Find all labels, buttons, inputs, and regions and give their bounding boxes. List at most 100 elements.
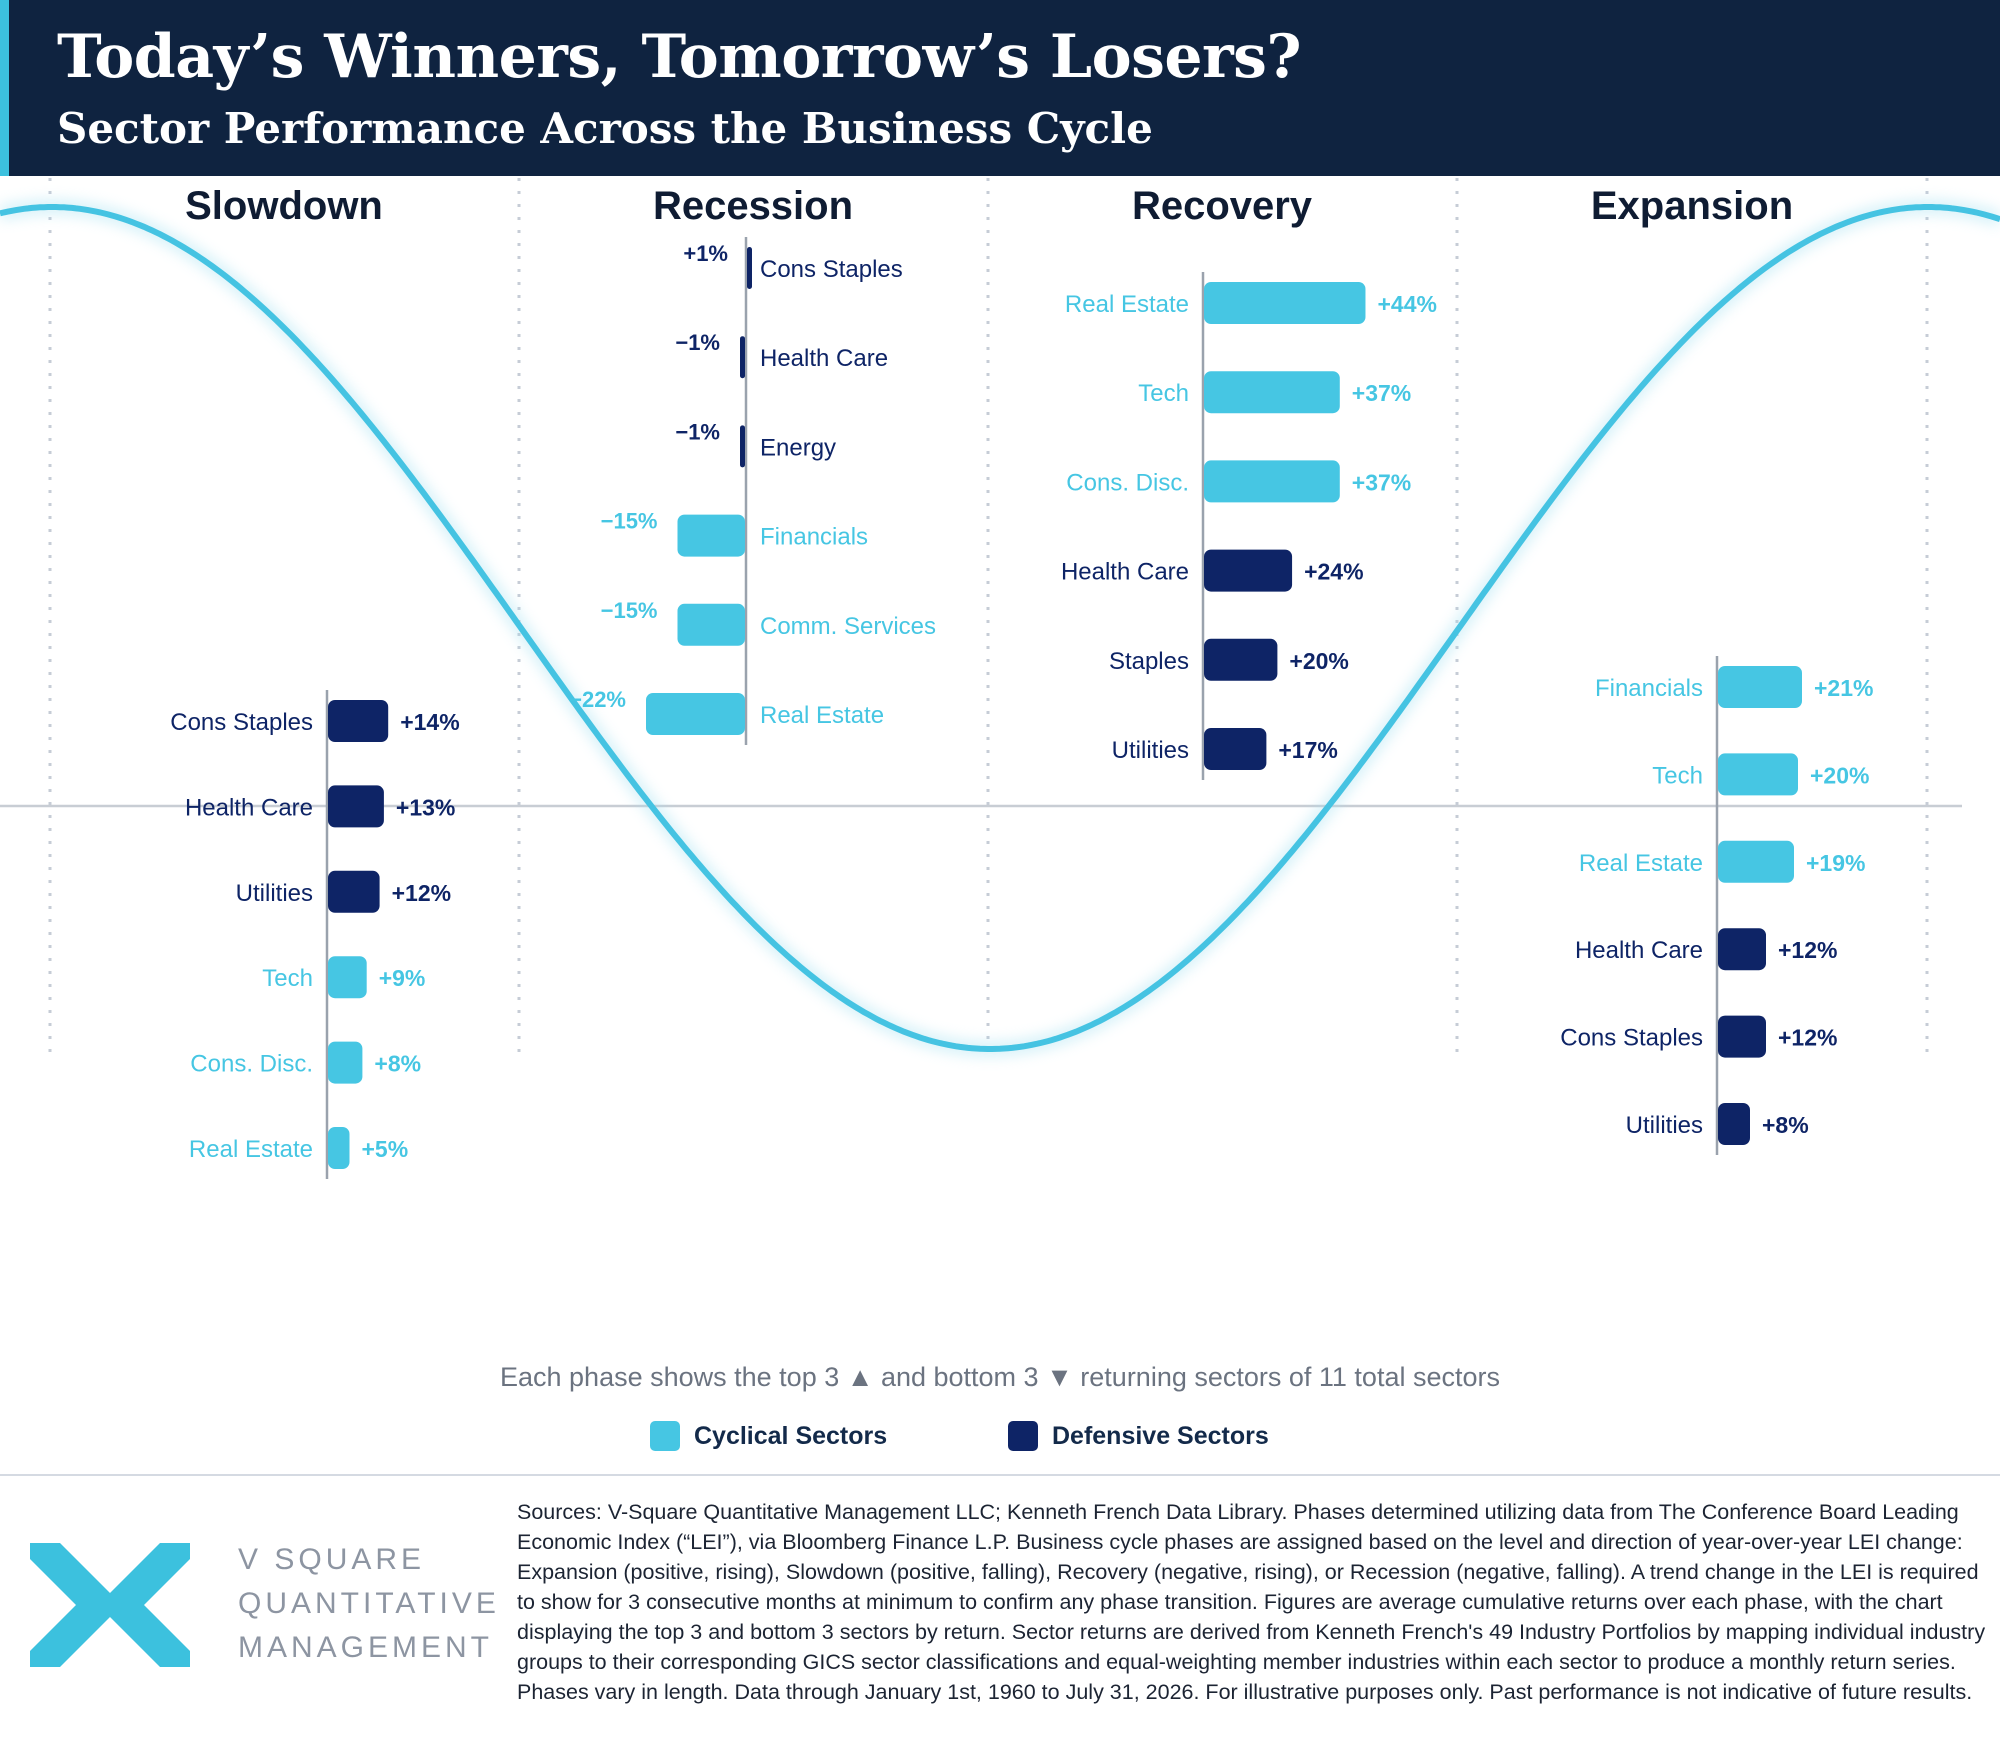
bar-staples <box>1204 638 1278 681</box>
bar-label: Real Estate <box>189 1136 313 1163</box>
page-title: Today’s Winners, Tomorrow’s Losers? <box>57 22 1302 92</box>
brand-line-2: QUANTITATIVE <box>238 1587 500 1620</box>
bar-value-label: +12% <box>1778 1025 1837 1051</box>
business-cycle-chart: Slowdown Recession Recovery Expansion Cons … <box>0 178 2000 1179</box>
legend-cyclical-label: Cyclical Sectors <box>694 1421 888 1450</box>
phase-gridlines <box>48 178 1929 1056</box>
bar-cons-staples <box>1718 1015 1766 1058</box>
bar-energy <box>740 425 745 468</box>
bar-value-label: +37% <box>1352 380 1411 406</box>
bar-financials <box>677 514 745 557</box>
bar-value-label: +1% <box>683 241 728 266</box>
legend-defensive: Defensive Sectors <box>1008 1418 1269 1454</box>
panel-slowdown: Cons Staples +14% Health Care +13% Utilities… <box>170 690 460 1179</box>
bar-tech <box>328 956 367 999</box>
brand-name: V SQUARE QUANTITATIVE MANAGEMENT <box>238 1538 500 1670</box>
bar-value-label: −1% <box>675 330 720 355</box>
bar-health-care <box>740 336 745 379</box>
bar-label: Cons. Disc. <box>190 1051 313 1078</box>
bar-value-label: −1% <box>675 419 720 444</box>
bar-label: Utilities <box>236 880 313 907</box>
bar-value-label: −15% <box>601 509 658 534</box>
bar-value-label: +24% <box>1304 559 1363 585</box>
bar-value-label: +17% <box>1278 737 1337 763</box>
footer-divider <box>0 1474 2000 1476</box>
phase-title-expansion: Expansion <box>1591 184 1793 228</box>
bar-label: Tech <box>1652 762 1703 789</box>
bar-label: Utilities <box>1112 737 1189 764</box>
bar-label: Utilities <box>1626 1112 1703 1139</box>
bar-value-label: +37% <box>1352 469 1411 495</box>
bar-label: Cons Staples <box>1560 1025 1703 1052</box>
bar-label: Real Estate <box>1579 850 1703 877</box>
bar-label: Cons Staples <box>170 709 313 736</box>
bar-value-label: +13% <box>396 794 455 820</box>
bar-comm-services <box>677 603 745 646</box>
header-accent-bar <box>0 0 9 176</box>
phase-title-recovery: Recovery <box>1132 184 1313 228</box>
bar-label: Real Estate <box>1065 291 1189 318</box>
bar-health-care <box>1204 549 1293 592</box>
bar-value-label: +21% <box>1814 675 1873 701</box>
bar-cons-disc- <box>1204 460 1340 503</box>
bar-label: Comm. Services <box>760 613 936 640</box>
bar-value-label: +20% <box>1810 762 1869 788</box>
phase-title-slowdown: Slowdown <box>185 184 383 228</box>
bar-label: Health Care <box>1575 937 1703 964</box>
bar-utilities <box>1718 1103 1750 1145</box>
bar-tech <box>1204 371 1340 414</box>
bar-cons-staples <box>328 700 389 742</box>
bar-utilities <box>328 870 380 913</box>
bar-cons-disc- <box>328 1041 363 1084</box>
bar-label: Financials <box>1595 675 1703 702</box>
phase-titles: Slowdown Recession Recovery Expansion <box>185 184 1793 228</box>
bar-label: Financials <box>760 524 868 551</box>
bar-value-label: −15% <box>601 598 658 623</box>
cycle-wave <box>0 204 2000 1052</box>
page-subtitle: Sector Performance Across the Business C… <box>57 104 1153 153</box>
bar-value-label: +14% <box>400 709 459 735</box>
panel-expansion: Financials +21% Tech +20% Real Estate +19% Hea… <box>1560 656 1873 1155</box>
bar-financials <box>1718 666 1802 708</box>
bar-real-estate <box>1204 282 1366 324</box>
bar-value-label: +12% <box>392 880 451 906</box>
chevrons-logo-icon <box>30 1543 190 1667</box>
bar-value-label: +12% <box>1778 937 1837 963</box>
bar-groups: Cons Staples +14% Health Care +13% Utilities… <box>170 237 1873 1179</box>
bar-utilities <box>1204 728 1267 770</box>
bar-label: Energy <box>760 434 836 461</box>
bar-value-label: +8% <box>1762 1112 1809 1138</box>
legend-cyclical: Cyclical Sectors <box>650 1418 887 1454</box>
legend-cyclical-swatch <box>650 1421 680 1451</box>
panel-recession: Cons Staples +1% Health Care −1% Energy −1% Fi… <box>569 237 936 745</box>
bar-label: Tech <box>262 965 313 992</box>
bar-value-label: +44% <box>1377 291 1436 317</box>
brand-line-3: MANAGEMENT <box>238 1631 494 1664</box>
bar-value-label: +9% <box>379 965 426 991</box>
bar-label: Tech <box>1138 380 1189 407</box>
bar-label: Staples <box>1109 648 1189 675</box>
bar-real-estate <box>328 1127 350 1169</box>
bar-label: Health Care <box>185 794 313 821</box>
legend-defensive-label: Defensive Sectors <box>1052 1421 1269 1450</box>
bar-label: Cons. Disc. <box>1066 469 1189 496</box>
header-banner: Today’s Winners, Tomorrow’s Losers? Sect… <box>0 0 2000 176</box>
bar-label: Health Care <box>1061 559 1189 586</box>
panel-recovery: Real Estate +44% Tech +37% Cons. Disc. +37% He… <box>1061 272 1437 780</box>
bar-real-estate <box>1718 840 1794 883</box>
bar-health-care <box>328 785 384 828</box>
legend-defensive-swatch <box>1008 1421 1038 1451</box>
bar-value-label: −22% <box>569 687 626 712</box>
chart-note: Each phase shows the top 3 ▲ and bottom … <box>500 1362 1500 1392</box>
bar-cons-staples <box>747 247 752 289</box>
bar-value-label: +20% <box>1289 648 1348 674</box>
bar-value-label: +19% <box>1806 850 1865 876</box>
bar-label: Real Estate <box>760 702 884 729</box>
bar-real-estate <box>646 693 745 735</box>
bar-value-label: +8% <box>374 1051 421 1077</box>
bar-label: Health Care <box>760 345 888 372</box>
phase-title-recession: Recession <box>653 184 853 228</box>
brand-line-1: V SQUARE <box>238 1543 426 1576</box>
sources-disclaimer: Sources: V-Square Quantitative Managemen… <box>517 1500 1986 1704</box>
bar-label: Cons Staples <box>760 256 903 283</box>
